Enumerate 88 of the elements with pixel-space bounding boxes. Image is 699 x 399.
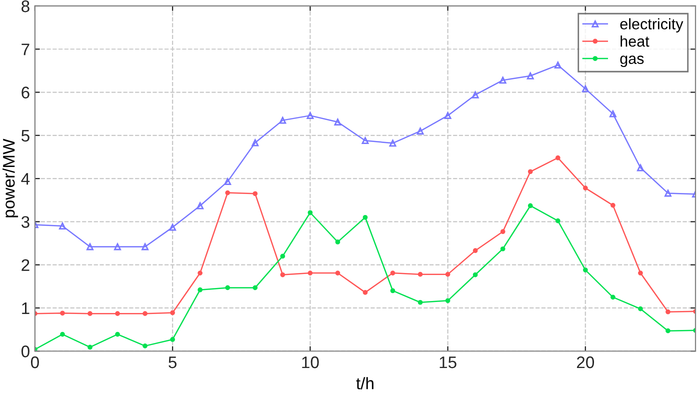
y-tick-label: 8 bbox=[22, 0, 30, 12]
point bbox=[280, 254, 286, 259]
point bbox=[196, 202, 204, 210]
legend-label: heat bbox=[620, 36, 650, 47]
point bbox=[170, 310, 175, 316]
point bbox=[142, 344, 148, 348]
x-tick-label: 0 bbox=[30, 356, 39, 368]
y-axis-title: power/MW bbox=[2, 138, 18, 218]
point bbox=[115, 311, 120, 316]
point bbox=[88, 311, 92, 316]
point bbox=[308, 270, 313, 276]
point bbox=[142, 243, 149, 250]
y-tick-label: 3 bbox=[21, 216, 30, 228]
point bbox=[59, 222, 66, 230]
y-tick-label: 6 bbox=[22, 86, 30, 98]
point bbox=[472, 248, 478, 254]
point bbox=[500, 229, 506, 234]
point bbox=[280, 272, 286, 278]
x-tick-label: 5 bbox=[168, 356, 176, 368]
point bbox=[610, 202, 616, 208]
point bbox=[279, 116, 286, 124]
point bbox=[418, 300, 423, 305]
legend-label: gas bbox=[620, 56, 644, 68]
x-tick-label: 20 bbox=[576, 356, 594, 368]
point bbox=[610, 294, 616, 300]
point bbox=[334, 118, 342, 126]
point bbox=[554, 62, 562, 69]
point bbox=[115, 332, 120, 337]
point bbox=[169, 224, 176, 231]
y-tick-label: 7 bbox=[22, 44, 30, 56]
point bbox=[472, 272, 478, 278]
point bbox=[198, 270, 203, 276]
point bbox=[225, 190, 230, 196]
point bbox=[555, 155, 560, 160]
point bbox=[444, 112, 452, 120]
point bbox=[362, 290, 368, 295]
point bbox=[638, 306, 643, 312]
x-tick-label: 15 bbox=[440, 356, 456, 368]
point bbox=[389, 140, 396, 147]
point bbox=[499, 76, 506, 84]
point bbox=[582, 85, 589, 92]
point bbox=[252, 139, 259, 146]
point bbox=[224, 178, 232, 186]
point bbox=[362, 214, 368, 220]
point bbox=[472, 91, 479, 98]
point bbox=[555, 218, 560, 224]
point bbox=[445, 272, 450, 277]
point bbox=[88, 344, 92, 350]
y-tick-label: 5 bbox=[21, 130, 30, 142]
point bbox=[60, 310, 65, 316]
point bbox=[114, 243, 121, 250]
point bbox=[528, 169, 533, 174]
point bbox=[582, 186, 588, 190]
point bbox=[308, 210, 313, 216]
point bbox=[666, 328, 670, 334]
y-tick-label: 0 bbox=[21, 346, 30, 358]
point bbox=[60, 332, 65, 337]
point bbox=[170, 337, 175, 342]
point bbox=[252, 285, 258, 290]
point bbox=[390, 288, 396, 294]
legend-label: electricity bbox=[620, 18, 684, 32]
point bbox=[198, 287, 203, 292]
point bbox=[225, 285, 230, 290]
point bbox=[500, 246, 506, 252]
point bbox=[445, 298, 450, 304]
point bbox=[638, 270, 643, 276]
point bbox=[582, 268, 588, 272]
point bbox=[666, 309, 670, 314]
point bbox=[335, 240, 340, 244]
point bbox=[306, 112, 314, 120]
point bbox=[609, 110, 616, 118]
y-tick-label: 2 bbox=[22, 259, 30, 271]
point bbox=[335, 270, 340, 276]
y-tick-label: 4 bbox=[21, 173, 30, 185]
point bbox=[416, 128, 424, 135]
point bbox=[528, 203, 533, 208]
x-tick-label: 10 bbox=[302, 356, 319, 368]
point bbox=[86, 243, 94, 250]
point bbox=[418, 272, 423, 277]
point bbox=[526, 72, 534, 80]
y-tick-label: 1 bbox=[22, 302, 30, 314]
point bbox=[664, 190, 672, 197]
point bbox=[252, 191, 258, 196]
x-axis-title: t/h bbox=[356, 377, 374, 390]
point bbox=[390, 270, 396, 276]
point bbox=[362, 137, 369, 144]
point bbox=[142, 311, 148, 316]
point bbox=[636, 164, 644, 172]
